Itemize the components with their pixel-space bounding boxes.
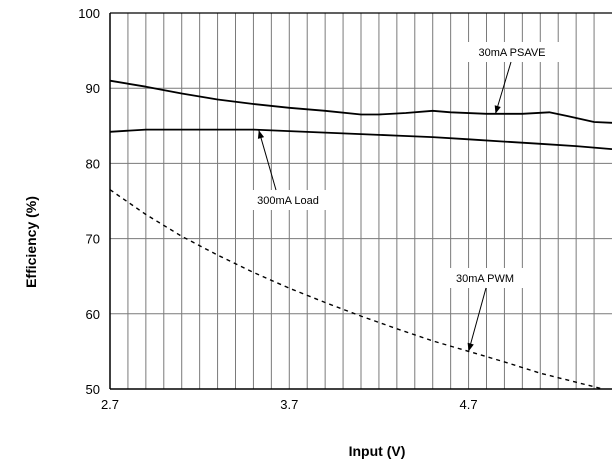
series-line-30ma-pwm bbox=[109, 189, 604, 390]
y-tick-label: 60 bbox=[86, 307, 100, 322]
series-lines bbox=[109, 79, 612, 390]
grid-lines bbox=[110, 13, 612, 389]
annotations: 30mA PSAVE 300mA Load 30mA PWM bbox=[242, 42, 560, 352]
y-tick-label: 70 bbox=[86, 232, 100, 247]
x-tick-label: 3.7 bbox=[280, 397, 298, 412]
annotation-arrowhead-300ma-load bbox=[257, 130, 265, 139]
x-tick-label: 2.7 bbox=[101, 397, 119, 412]
annotation-arrow-300ma-load bbox=[258, 130, 277, 191]
annotation-box-30ma-pwm bbox=[443, 268, 527, 288]
annotation-arrow-30ma-pwm bbox=[468, 287, 487, 352]
series-line-30ma-psave bbox=[109, 79, 612, 124]
annotation-label-30ma-psave: 30mA PSAVE bbox=[478, 47, 545, 59]
annotation-arrowhead-30ma-psave bbox=[494, 105, 501, 114]
y-tick-label: 50 bbox=[86, 382, 100, 397]
annotation-box-30ma-psave bbox=[464, 42, 560, 62]
y-tick-label: 80 bbox=[86, 156, 100, 171]
annotation-label-300ma-load: 300mA Load bbox=[257, 195, 319, 207]
y-tick-label: 100 bbox=[78, 6, 100, 21]
annotation-label-30ma-pwm: 30mA PWM bbox=[456, 273, 514, 285]
series-line-300ma-load bbox=[109, 128, 612, 150]
annotation-box-300ma-load bbox=[242, 190, 334, 210]
x-tick-label: 4.7 bbox=[460, 397, 478, 412]
y-axis-label: Efficiency (%) bbox=[23, 196, 39, 288]
x-axis-label: Input (V) bbox=[349, 443, 406, 459]
tick-labels: 50 60 70 80 90 100 2.7 3.7 4.7 bbox=[78, 6, 477, 412]
annotation-arrow-30ma-psave bbox=[494, 61, 512, 114]
y-tick-label: 90 bbox=[86, 81, 100, 96]
annotation-arrowhead-30ma-pwm bbox=[467, 342, 474, 352]
axes bbox=[109, 12, 612, 390]
